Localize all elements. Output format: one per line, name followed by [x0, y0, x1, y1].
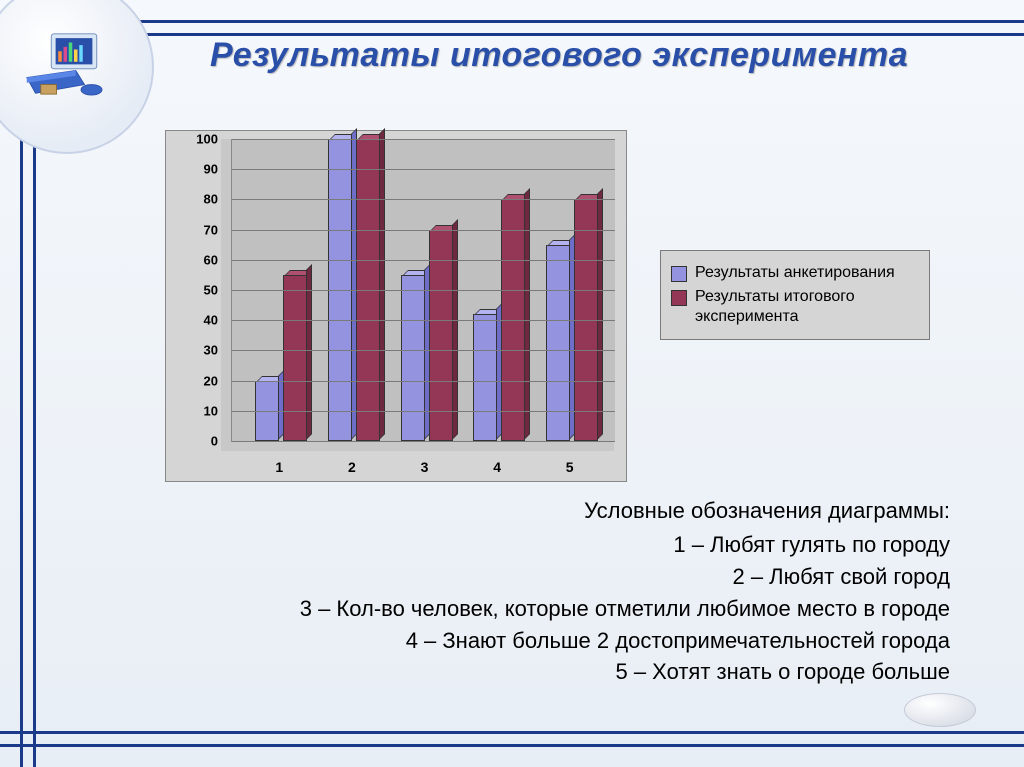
- notes-line: 2 – Любят свой город: [0, 561, 950, 593]
- notes-line: 1 – Любят гулять по городу: [0, 529, 950, 561]
- decorative-ellipse: [904, 693, 976, 727]
- gridline: [232, 350, 615, 351]
- computer-icon: [22, 32, 112, 102]
- bar-chart: 0 10 20 30 40 50 60 70 80 90 100 12345: [165, 130, 627, 482]
- gridline: [232, 320, 615, 321]
- gridline: [232, 199, 615, 200]
- y-tick-label: 50: [178, 283, 218, 298]
- slide-root: Результаты итогового эксперимента 0 10 20 3…: [0, 0, 1024, 767]
- y-tick-label: 20: [178, 373, 218, 388]
- legend-item: Результаты итогового эксперимента: [671, 287, 919, 327]
- bar: [283, 275, 307, 441]
- x-tick-label: 2: [321, 459, 383, 475]
- notes-line: 3 – Кол-во человек, которые отметили люб…: [0, 593, 950, 625]
- legend-item: Результаты анкетирования: [671, 263, 919, 283]
- gridline: [232, 169, 615, 170]
- y-tick-label: 10: [178, 403, 218, 418]
- gridline: [232, 411, 615, 412]
- gridline: [232, 139, 615, 140]
- gridline: [232, 230, 615, 231]
- y-tick-label: 90: [178, 162, 218, 177]
- x-tick-label: 3: [394, 459, 456, 475]
- bar-side-face: [379, 128, 385, 440]
- y-tick-label: 30: [178, 343, 218, 358]
- bar-side-face: [452, 219, 458, 440]
- bar: [473, 314, 497, 441]
- y-tick-label: 0: [178, 434, 218, 449]
- x-tick-label: 4: [466, 459, 528, 475]
- top-border-lines: [0, 20, 1024, 36]
- y-tick-label: 100: [178, 132, 218, 147]
- notes-heading: Условные обозначения диаграммы:: [0, 495, 950, 527]
- gridline: [232, 381, 615, 382]
- chart-legend: Результаты анкетирования Результаты итог…: [660, 250, 930, 340]
- notes-line: 4 – Знают больше 2 достопримечательносте…: [0, 625, 950, 657]
- legend-label: Результаты анкетирования: [695, 263, 895, 283]
- y-tick-label: 70: [178, 222, 218, 237]
- bar-side-face: [597, 188, 603, 440]
- legend-label: Результаты итогового эксперимента: [695, 287, 919, 327]
- legend-swatch: [671, 290, 687, 306]
- x-tick-label: 5: [539, 459, 601, 475]
- y-tick-label: 60: [178, 252, 218, 267]
- corner-decorative-circle: [0, 0, 154, 154]
- bar: [401, 275, 425, 441]
- y-tick-label: 80: [178, 192, 218, 207]
- gridline: [232, 260, 615, 261]
- notes-line: 5 – Хотят знать о городе больше: [0, 656, 950, 688]
- legend-swatch: [671, 266, 687, 282]
- bottom-border-lines: [0, 731, 1024, 747]
- bar: [429, 230, 453, 441]
- plot-area: [221, 139, 614, 451]
- slide-title: Результаты итогового эксперимента: [210, 36, 908, 75]
- bar-side-face: [524, 188, 530, 440]
- gridline: [232, 290, 615, 291]
- x-tick-label: 1: [248, 459, 310, 475]
- gridline: [232, 441, 615, 442]
- plot-wall: [231, 139, 615, 442]
- chart-notes: Условные обозначения диаграммы: 1 – Любя…: [0, 495, 950, 688]
- y-tick-label: 40: [178, 313, 218, 328]
